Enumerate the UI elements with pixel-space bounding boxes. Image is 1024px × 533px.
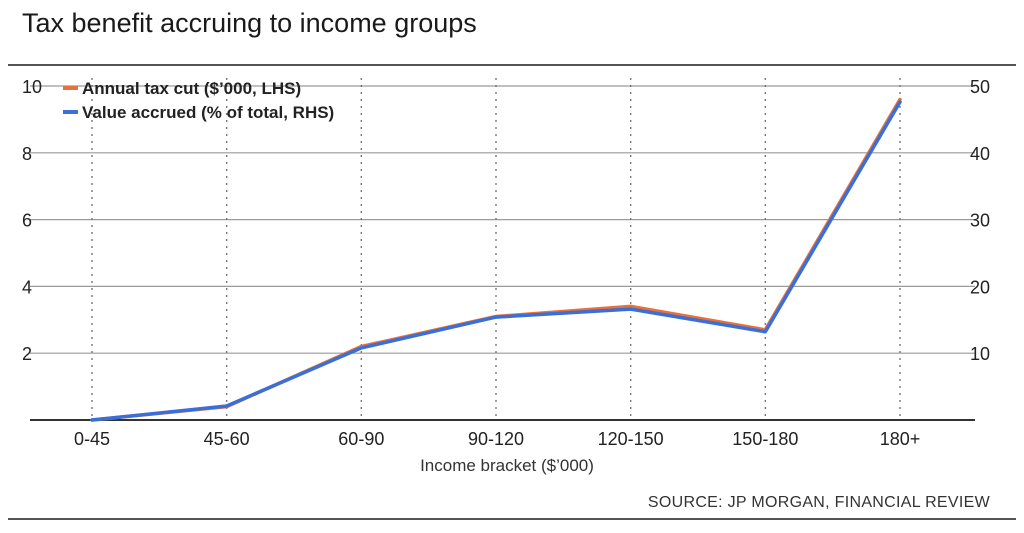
y-left-tick-label: 4 <box>22 277 32 297</box>
y-tick-labels: 2 4 6 8 10 10 20 30 40 50 <box>22 77 990 364</box>
chart-title: Tax benefit accruing to income groups <box>22 8 477 38</box>
legend: Annual tax cut ($’000, LHS) Value accrue… <box>63 79 334 122</box>
source-note: SOURCE: JP MORGAN, FINANCIAL REVIEW <box>647 494 990 511</box>
y-right-tick-label: 50 <box>970 77 990 97</box>
y-right-tick-label: 30 <box>970 211 990 231</box>
y-left-tick-label: 6 <box>22 211 32 231</box>
x-tick-label: 60-90 <box>338 429 384 449</box>
x-tick-label: 180+ <box>880 429 921 449</box>
y-left-tick-label: 2 <box>22 344 32 364</box>
series-line-value-accrued <box>90 100 902 422</box>
y-left-tick-label: 8 <box>22 144 32 164</box>
x-tick-label: 45-60 <box>204 429 250 449</box>
x-tick-labels: 0-45 45-60 60-90 90-120 120-150 150-180 180+ <box>74 429 920 449</box>
legend-label-value-accrued: Value accrued (% of total, RHS) <box>82 103 334 122</box>
x-tick-label: 0-45 <box>74 429 110 449</box>
y-right-tick-label: 40 <box>970 144 990 164</box>
y-right-tick-label: 20 <box>970 277 990 297</box>
y-left-tick-label: 10 <box>22 77 42 97</box>
x-tick-label: 90-120 <box>468 429 524 449</box>
y-right-tick-label: 10 <box>970 344 990 364</box>
top-rule <box>8 64 1016 66</box>
grid-layer <box>30 78 975 421</box>
bottom-rule <box>8 518 1016 520</box>
series-line-tax-cut <box>90 97 902 422</box>
x-tick-label: 120-150 <box>598 429 664 449</box>
x-axis-title: Income bracket ($’000) <box>420 456 594 475</box>
x-tick-label: 150-180 <box>732 429 798 449</box>
legend-label-tax-cut: Annual tax cut ($’000, LHS) <box>82 79 301 98</box>
series-layer <box>90 97 902 422</box>
